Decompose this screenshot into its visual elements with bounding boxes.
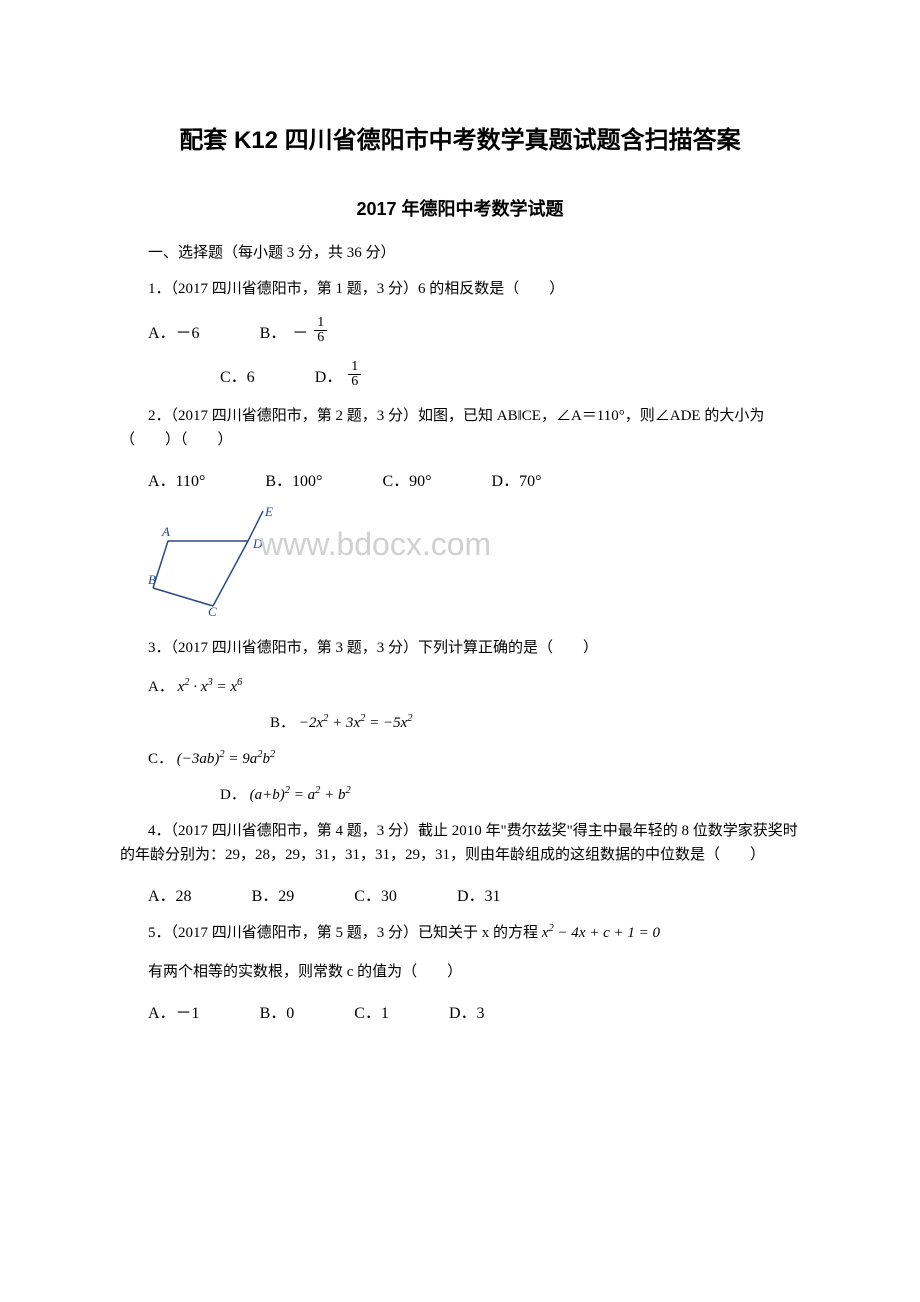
section-header: 一、选择题（每小题 3 分，共 36 分） — [120, 241, 800, 262]
diagram-label-e: E — [264, 506, 273, 519]
formula-d: (a+b)2 = a2 + b2 — [250, 787, 351, 803]
frac-num: 1 — [314, 316, 327, 331]
q1-option-c: C．6 — [220, 360, 255, 389]
q5-option-a: A．－1 — [148, 999, 200, 1023]
q2-text-content: 2．（2017 四川省德阳市，第 2 题，3 分）如图，已知 AB‖CE，∠A＝… — [120, 408, 764, 448]
q5-option-d: D．3 — [449, 999, 485, 1023]
q3-option-b: B． −2x2 + 3x2 = −5x2 — [120, 711, 800, 732]
frac-num: 1 — [348, 360, 361, 375]
q3-optc-label: C． — [148, 751, 173, 767]
q1-optd-label: D． — [315, 363, 343, 387]
diagram-label-c: C — [208, 604, 217, 616]
q5-text-line2: 有两个相等的实数根，则常数 c 的值为（ ） — [120, 960, 800, 984]
formula-b: −2x2 + 3x2 = −5x2 — [299, 715, 413, 731]
q4-options: A．28 B．29 C．30 D．31 — [120, 882, 800, 906]
q3-option-d: D． (a+b)2 = a2 + b2 — [120, 783, 800, 804]
fraction-icon: 1 6 — [314, 316, 327, 345]
q2-option-b: B．100° — [265, 467, 322, 491]
q5-formula: x2 − 4x + c + 1 = 0 — [542, 925, 660, 941]
diagram-label-d: D — [252, 536, 263, 551]
q1-option-a: A．－6 — [148, 316, 200, 345]
q2-text: 2．（2017 四川省德阳市，第 2 题，3 分）如图，已知 AB‖CE，∠A＝… — [120, 404, 800, 452]
q5-options: A．－1 B．0 C．1 D．3 — [120, 999, 800, 1023]
q5-text1: 5．（2017 四川省德阳市，第 5 题，3 分）已知关于 x 的方程 — [148, 925, 538, 941]
q5-option-b: B．0 — [260, 999, 295, 1023]
q4-text: 4．（2017 四川省德阳市，第 4 题，3 分）截止 2010 年"费尔兹奖"… — [120, 819, 800, 867]
frac-den: 6 — [348, 375, 361, 389]
subtitle: 2017 年德阳中考数学试题 — [120, 195, 800, 221]
q4-option-d: D．31 — [457, 882, 501, 906]
q1-options-row2: C．6 D． 1 6 — [120, 360, 800, 389]
q3-optb-label: B． — [270, 715, 295, 731]
watermark-text: www.bdocx.com — [260, 526, 491, 563]
q1-options-row1: A．－6 B． － 1 6 — [120, 316, 800, 345]
q4-option-b: B．29 — [252, 882, 295, 906]
q3-option-c: C． (−3ab)2 = 9a2b2 — [120, 747, 800, 768]
formula-c: (−3ab)2 = 9a2b2 — [177, 751, 276, 767]
q3-text: 3．（2017 四川省德阳市，第 3 题，3 分）下列计算正确的是（ ） — [120, 636, 800, 660]
formula-a: x2 · x3 = x6 — [178, 679, 243, 695]
diagram-label-a: A — [161, 524, 170, 539]
q1-option-b: B． － 1 6 — [260, 316, 328, 345]
document-body: 配套 K12 四川省德阳市中考数学真题试题含扫描答案 2017 年德阳中考数学试… — [120, 120, 800, 1023]
q2-option-d: D．70° — [492, 467, 542, 491]
diagram-label-b: B — [148, 572, 156, 587]
q4-option-a: A．28 — [148, 882, 192, 906]
frac-den: 6 — [314, 331, 327, 345]
q1-optb-neg: － — [292, 319, 308, 343]
q5-option-c: C．1 — [354, 999, 389, 1023]
q5-text-line1: 5．（2017 四川省德阳市，第 5 题，3 分）已知关于 x 的方程 x2 −… — [120, 921, 800, 945]
q3-opta-label: A． — [148, 679, 174, 695]
q2-option-c: C．90° — [382, 467, 431, 491]
main-title: 配套 K12 四川省德阳市中考数学真题试题含扫描答案 — [120, 120, 800, 155]
q4-option-c: C．30 — [354, 882, 397, 906]
q3-option-a: A． x2 · x3 = x6 — [120, 675, 800, 696]
q1-optb-label: B． — [260, 319, 287, 343]
geometry-diagram: A B C D E — [148, 506, 288, 616]
q1-option-d: D． 1 6 — [315, 360, 362, 389]
q3-optd-label: D． — [220, 787, 246, 803]
q2-option-a: A．110° — [148, 467, 205, 491]
q2-options: A．110° B．100° C．90° D．70° — [120, 467, 800, 491]
fraction-icon: 1 6 — [348, 360, 361, 389]
q1-text: 1．（2017 四川省德阳市，第 1 题，3 分）6 的相反数是（ ） — [120, 277, 800, 301]
